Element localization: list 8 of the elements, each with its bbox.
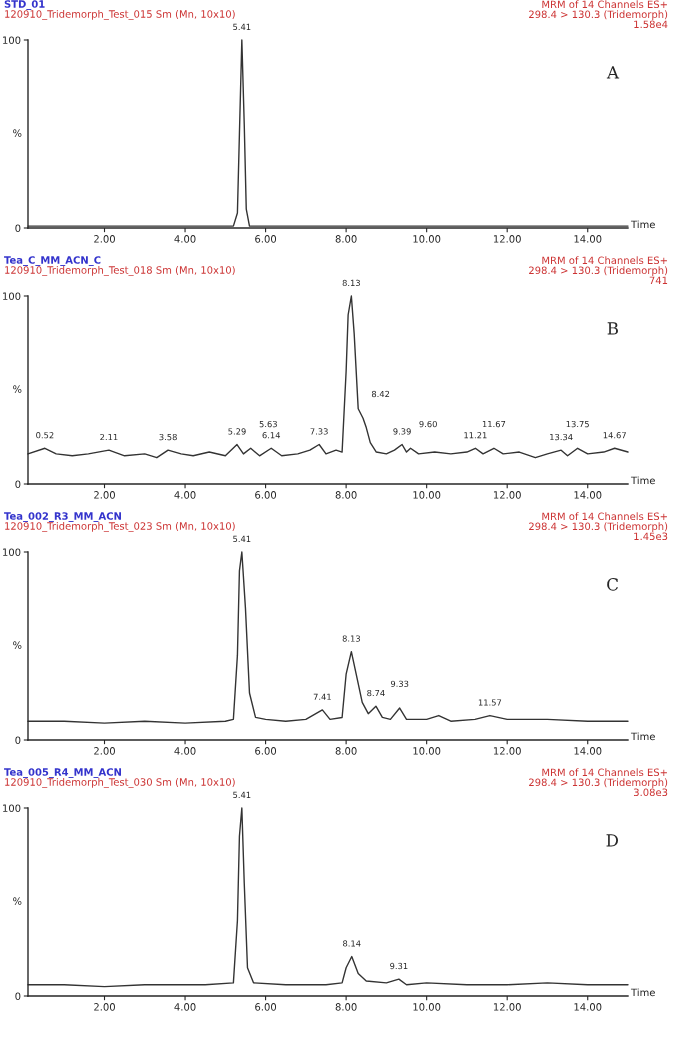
line-series: [27, 807, 629, 988]
annotation: C: [607, 578, 618, 591]
annotation: A: [606, 66, 620, 79]
annotation: B: [607, 322, 618, 335]
annotation: D: [606, 834, 619, 847]
line-series: [27, 295, 629, 459]
line-series: [27, 551, 629, 724]
line-series: [27, 39, 629, 227]
